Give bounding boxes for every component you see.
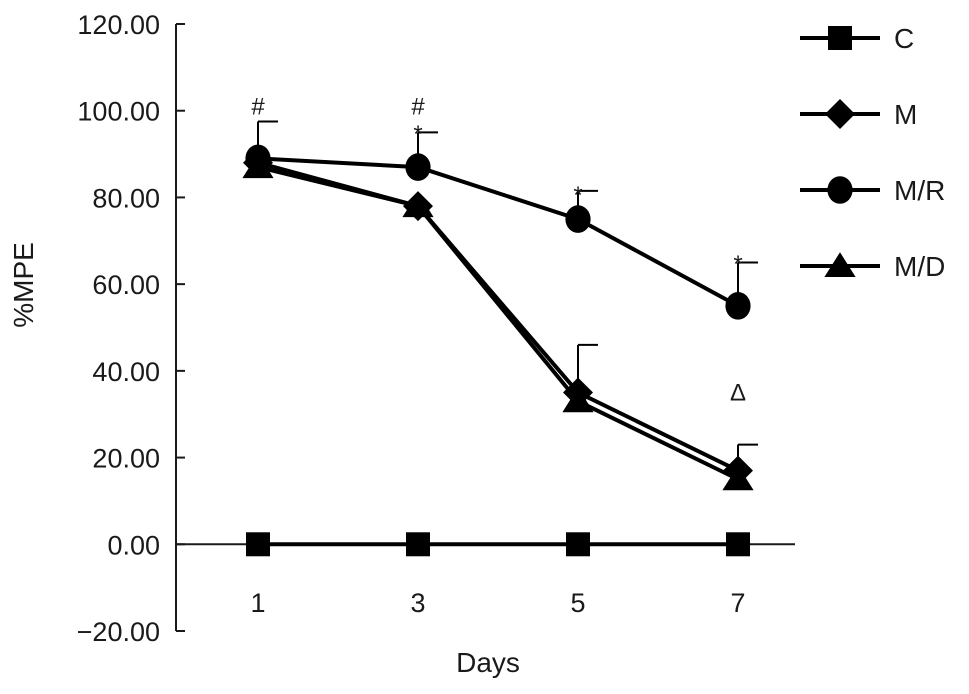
series-m-r [245, 120, 758, 320]
legend-marker [825, 99, 855, 129]
data-point [565, 205, 591, 233]
y-tick-label: 20.00 [92, 444, 160, 474]
x-axis-title: Days [456, 647, 520, 678]
series-layer [242, 120, 758, 557]
legend-label: M/R [894, 175, 945, 206]
y-tick-label: 120.00 [77, 10, 160, 40]
legend-item-m: M [800, 99, 917, 130]
annotation: Δ [730, 380, 746, 407]
data-point [723, 455, 753, 486]
legend-marker [828, 26, 852, 50]
x-tick-label: 7 [730, 588, 745, 618]
legend: C M M/R M/D [800, 23, 945, 282]
annotation: * [573, 182, 582, 209]
legend-marker [824, 252, 856, 278]
data-point [726, 532, 750, 557]
data-point [245, 144, 271, 173]
legend-marker [827, 176, 853, 204]
series-line [257, 165, 739, 482]
data-point [725, 292, 751, 320]
annotation: * [413, 121, 422, 148]
legend-label: M [894, 99, 917, 130]
x-tick-label: 5 [570, 588, 585, 618]
legend-label: C [894, 23, 914, 54]
y-tick-label: −20.00 [77, 617, 160, 647]
annotation: # [251, 93, 265, 120]
series-line [257, 156, 739, 308]
x-tick-label: 1 [250, 588, 265, 618]
legend-item-c: C [800, 23, 914, 54]
series-line [257, 160, 739, 473]
axes: 120.00 100.00 80.00 60.00 40.00 20.00 0.00 −20.… [77, 10, 795, 647]
y-tick-label: 80.00 [92, 183, 160, 213]
legend-item-m-r: M/R [800, 175, 945, 206]
series-c [246, 532, 750, 557]
y-tick-label: 60.00 [92, 270, 160, 300]
annotation: * [733, 251, 742, 278]
legend-item-m-d: M/D [800, 251, 945, 282]
data-point [406, 532, 430, 557]
y-tick-label: 0.00 [107, 530, 160, 560]
y-axis-title: %MPE [8, 242, 39, 328]
annotations: # #***Δ [251, 93, 746, 406]
data-point [563, 377, 593, 408]
data-point [403, 191, 433, 222]
legend-label: M/D [894, 251, 945, 282]
data-point [246, 532, 270, 557]
y-tick-label: 100.00 [77, 97, 160, 127]
data-point [566, 532, 590, 557]
y-tick-label: 40.00 [92, 357, 160, 387]
series-m [243, 147, 758, 486]
annotation: # [411, 93, 425, 120]
x-tick-label: 3 [410, 588, 425, 618]
data-point [405, 153, 431, 181]
